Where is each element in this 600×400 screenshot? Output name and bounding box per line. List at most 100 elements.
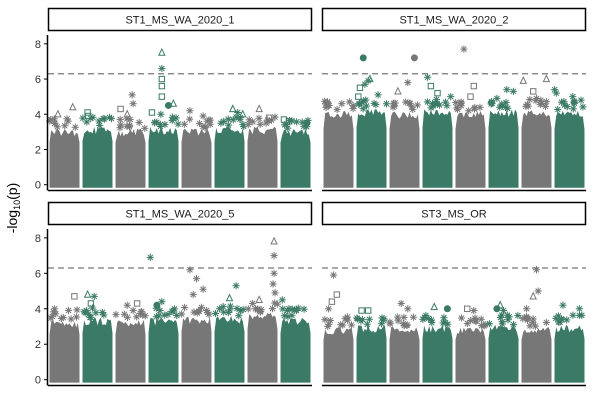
asterisk-stroke xyxy=(99,309,106,316)
asterisk-stroke xyxy=(68,316,75,322)
point-asterisk xyxy=(522,313,531,321)
point-circle xyxy=(359,54,367,62)
point-square xyxy=(434,89,441,97)
asterisk-stroke xyxy=(271,270,277,277)
point-asterisk xyxy=(400,313,408,321)
point-asterisk xyxy=(141,124,149,132)
point-asterisk xyxy=(234,108,242,117)
y-tick-label: 6 xyxy=(35,268,41,280)
point-asterisk xyxy=(470,306,478,315)
asterisk-stroke xyxy=(504,105,511,112)
point-square xyxy=(158,82,166,90)
point-asterisk xyxy=(203,308,212,317)
asterisk-stroke xyxy=(289,312,295,319)
point-asterisk xyxy=(268,305,277,313)
asterisk-stroke xyxy=(249,300,256,307)
point-asterisk xyxy=(186,115,194,123)
point-asterisk xyxy=(300,305,308,313)
point-asterisk xyxy=(67,315,75,323)
point-asterisk xyxy=(333,105,341,114)
asterisk-stroke xyxy=(471,104,478,111)
point-square xyxy=(133,300,141,307)
point-asterisk xyxy=(509,87,517,95)
point-asterisk xyxy=(265,117,273,125)
y-tick-label: 0 xyxy=(35,180,41,192)
asterisk-stroke xyxy=(325,305,332,312)
asterisk-stroke xyxy=(225,122,232,129)
asterisk-stroke xyxy=(220,309,227,316)
point-square xyxy=(158,75,166,83)
asterisk-stroke xyxy=(181,121,188,128)
asterisk-stroke xyxy=(526,96,533,103)
chromosome-bulk xyxy=(455,111,486,188)
asterisk-stroke xyxy=(87,314,93,321)
asterisk-stroke xyxy=(207,121,214,128)
asterisk-stroke xyxy=(551,86,558,93)
asterisk-stroke xyxy=(245,121,252,128)
snp-points xyxy=(54,47,311,127)
asterisk-stroke xyxy=(207,117,214,124)
point-asterisk xyxy=(61,122,69,130)
point-asterisk xyxy=(186,266,194,274)
point-asterisk xyxy=(146,253,154,261)
chromosome-bulk xyxy=(389,111,420,188)
asterisk-stroke xyxy=(380,317,387,324)
chromosome-bulk xyxy=(115,319,146,383)
asterisk-stroke xyxy=(404,79,411,86)
point-asterisk xyxy=(569,105,577,113)
asterisk-stroke xyxy=(293,118,300,125)
asterisk-stroke xyxy=(151,119,158,126)
point-asterisk xyxy=(321,316,329,324)
asterisk-stroke xyxy=(387,320,394,327)
point-asterisk xyxy=(112,310,120,319)
point-asterisk xyxy=(561,101,569,109)
asterisk-stroke xyxy=(257,309,264,315)
chromosome-bulk xyxy=(455,327,486,383)
point-asterisk xyxy=(88,304,97,312)
point-square xyxy=(117,105,124,113)
point-square xyxy=(148,109,156,116)
asterisk-stroke xyxy=(510,321,517,328)
chromosome-bulk xyxy=(148,126,179,188)
point-asterisk xyxy=(178,310,186,318)
asterisk-stroke xyxy=(579,104,586,110)
asterisk-stroke xyxy=(161,312,168,319)
point-triangle xyxy=(542,74,551,83)
point-asterisk xyxy=(226,306,234,314)
asterisk-stroke xyxy=(50,308,57,315)
point-asterisk xyxy=(552,89,560,97)
point-asterisk xyxy=(374,91,382,99)
asterisk-stroke xyxy=(124,302,131,309)
point-asterisk xyxy=(358,316,367,324)
facet-panel: ST1_MS_WA_2020_5 0 2 4 6 8 xyxy=(35,201,313,387)
point-asterisk xyxy=(439,319,447,327)
asterisk-stroke xyxy=(117,124,123,131)
point-asterisk xyxy=(577,96,585,104)
chromosome-bulk xyxy=(280,317,311,383)
asterisk-stroke xyxy=(136,119,143,126)
asterisk-stroke xyxy=(322,316,328,323)
asterisk-stroke xyxy=(204,118,210,125)
asterisk-stroke xyxy=(375,91,381,98)
y-tick-label: 2 xyxy=(35,144,41,156)
point-circle xyxy=(443,305,451,313)
point-asterisk xyxy=(409,313,418,321)
point-asterisk xyxy=(86,313,94,322)
point-asterisk xyxy=(457,102,465,110)
asterisk-stroke xyxy=(478,316,485,323)
point-asterisk xyxy=(403,321,411,329)
asterisk-stroke xyxy=(440,320,447,326)
asterisk-stroke xyxy=(202,124,208,131)
chromosome-bulk xyxy=(247,126,278,188)
asterisk-stroke xyxy=(162,121,168,128)
y-tick-label: 8 xyxy=(35,233,41,245)
asterisk-stroke xyxy=(458,315,465,321)
point-asterisk xyxy=(251,305,259,313)
asterisk-stroke xyxy=(196,120,203,127)
chromosome-bulks xyxy=(321,311,586,383)
asterisk-stroke xyxy=(271,252,277,259)
asterisk-stroke xyxy=(532,323,539,330)
point-asterisk xyxy=(51,305,59,313)
asterisk-stroke xyxy=(442,99,449,106)
point-asterisk xyxy=(337,321,345,329)
